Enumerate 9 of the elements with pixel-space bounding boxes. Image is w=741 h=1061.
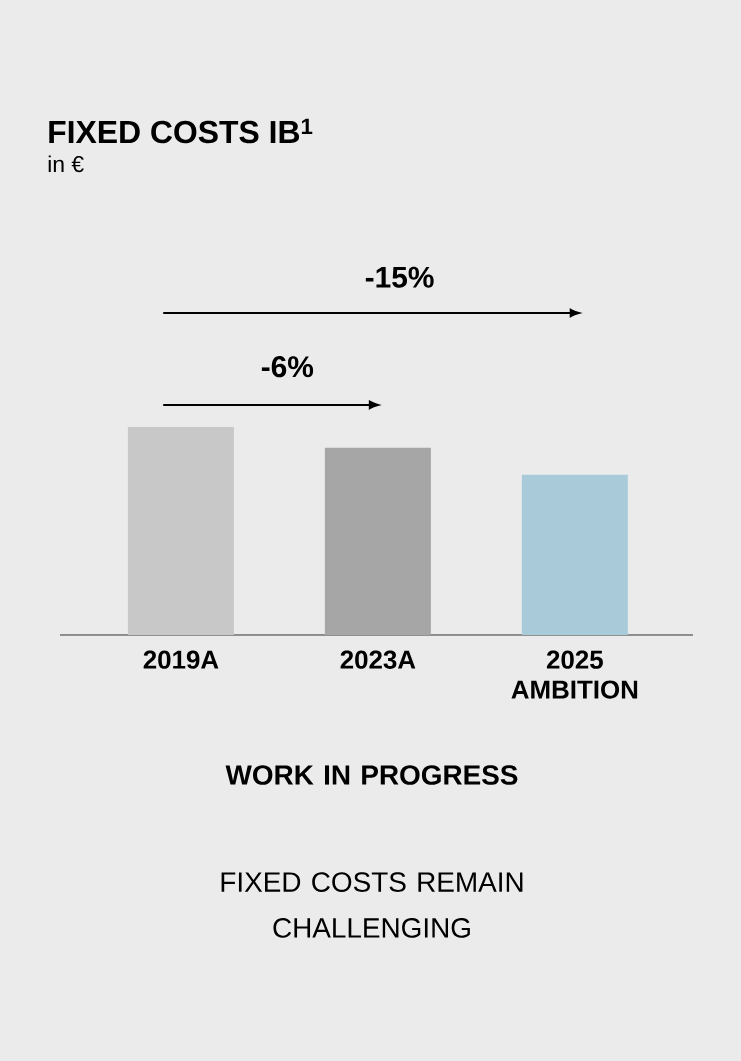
x-tick-label: 2023A [340, 650, 416, 669]
chart-subtitle: in € [48, 155, 84, 173]
x-tick-label: 2025 AMBITION [511, 650, 638, 699]
chart-title: FIXED COSTS IB$^{1}$ [49, 118, 313, 144]
text: -15% [365, 266, 434, 288]
x-tick-label: 2019A [143, 650, 219, 669]
text: FIXED COSTS REMAIN CHALLENGING [221, 872, 523, 938]
text: WORK IN PROGRESS [225, 765, 518, 785]
text: -6% [261, 356, 314, 378]
